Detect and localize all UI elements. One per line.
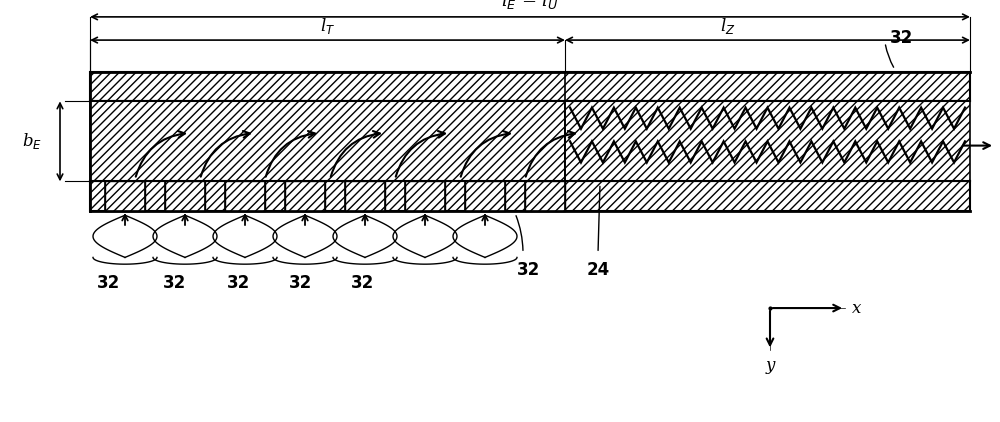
Bar [90, 72, 970, 101]
Text: x: x [852, 300, 861, 316]
Text: b$_E$: b$_E$ [22, 131, 42, 151]
Bar [105, 181, 145, 211]
FancyArrowPatch shape [331, 131, 380, 177]
Bar [285, 181, 325, 211]
Bar [165, 181, 205, 211]
Text: y: y [765, 357, 775, 373]
FancyArrowPatch shape [396, 131, 445, 177]
Bar [345, 181, 385, 211]
FancyArrowPatch shape [461, 131, 510, 177]
Bar [90, 72, 970, 101]
Text: 32: 32 [288, 274, 312, 292]
Bar [345, 181, 385, 211]
FancyArrowPatch shape [266, 131, 315, 177]
Bar [165, 181, 205, 211]
Bar [525, 181, 565, 211]
Bar [465, 181, 505, 211]
Text: 32: 32 [96, 274, 120, 292]
Text: l$_E$ = l$_U$: l$_E$ = l$_U$ [501, 0, 559, 11]
Bar [90, 181, 970, 211]
Bar [565, 101, 970, 181]
FancyArrowPatch shape [136, 131, 185, 177]
Bar [90, 101, 565, 181]
Bar [465, 181, 505, 211]
Bar [90, 181, 970, 211]
Text: 32: 32 [163, 274, 187, 292]
Text: 32: 32 [890, 29, 913, 47]
Bar [90, 101, 565, 181]
Bar [525, 181, 565, 211]
Text: 32: 32 [351, 274, 375, 292]
Bar [285, 181, 325, 211]
Bar [225, 181, 265, 211]
Bar [105, 181, 145, 211]
Bar [225, 181, 265, 211]
Text: 32: 32 [226, 274, 250, 292]
Text: l$_Z$: l$_Z$ [720, 16, 735, 36]
Text: 32: 32 [516, 261, 540, 279]
FancyArrowPatch shape [526, 131, 575, 177]
Bar [405, 181, 445, 211]
Text: 24: 24 [586, 261, 610, 279]
Bar [565, 101, 970, 181]
Text: l$_T$: l$_T$ [320, 16, 335, 36]
Bar [405, 181, 445, 211]
FancyArrowPatch shape [201, 131, 250, 177]
